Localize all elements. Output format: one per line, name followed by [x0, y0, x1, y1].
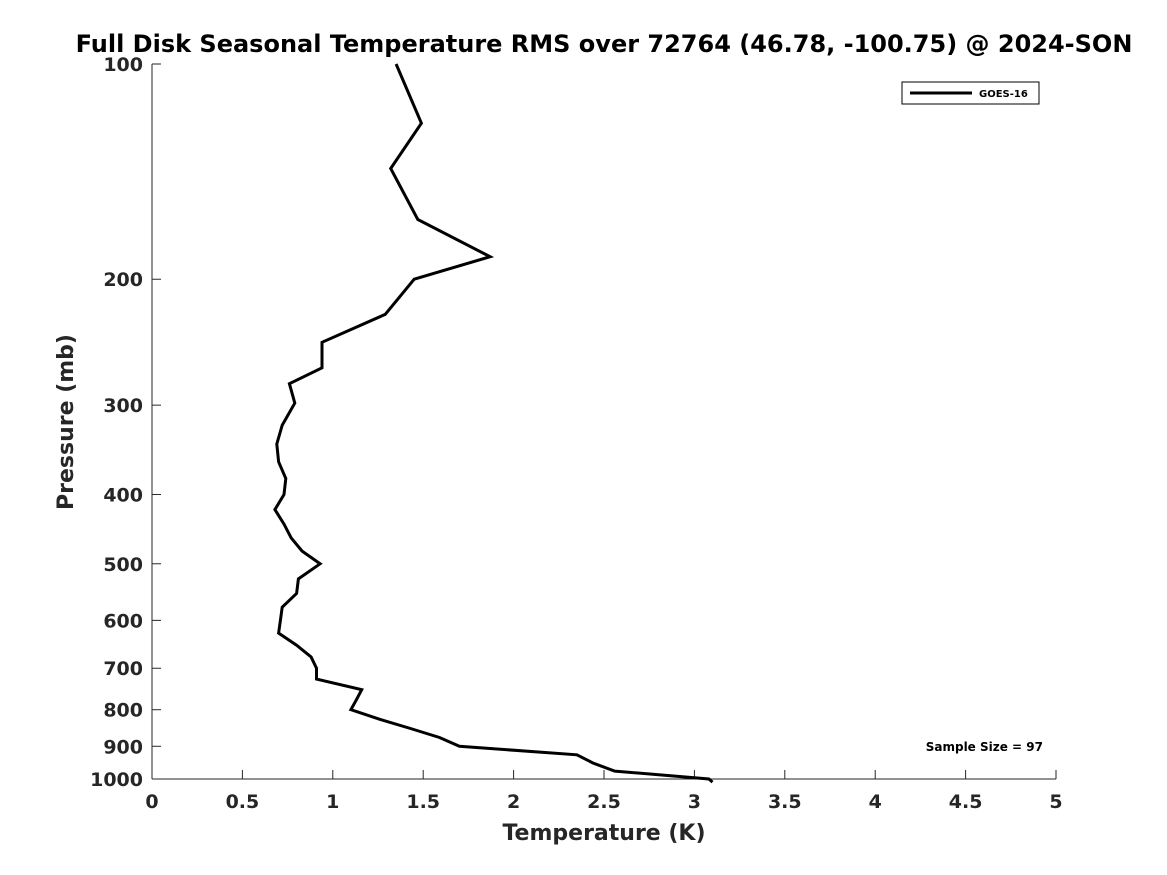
y-tick-label: 1000: [90, 769, 143, 791]
y-tick-label: 200: [103, 269, 143, 291]
y-tick-label: 500: [103, 554, 143, 576]
x-tick-label: 2: [507, 791, 520, 813]
x-tick-label: 1.5: [406, 791, 440, 813]
x-tick-label: 3: [688, 791, 701, 813]
x-tick-label: 4: [869, 791, 882, 813]
chart-title: Full Disk Seasonal Temperature RMS over …: [76, 30, 1133, 58]
y-tick-label: 900: [103, 736, 143, 758]
y-axis-title: Pressure (mb): [54, 334, 79, 510]
y-tick-label: 800: [103, 700, 143, 722]
x-tick-label: 0.5: [226, 791, 260, 813]
x-tick-label: 5: [1049, 791, 1062, 813]
y-ticks: 100 200 300 400 500 600 700 800 900 1000: [90, 54, 161, 791]
x-tick-label: 4.5: [949, 791, 983, 813]
x-tick-label: 0: [145, 791, 158, 813]
series-group: [273, 63, 714, 784]
y-tick-label: 700: [103, 658, 143, 680]
sample-size-annotation: Sample Size = 97: [926, 740, 1043, 754]
x-tick-label: 1: [326, 791, 339, 813]
x-tick-label: 3.5: [768, 791, 802, 813]
y-tick-label: 400: [103, 484, 143, 506]
legend: GOES-16: [901, 81, 1040, 105]
plot-axes: [151, 64, 1056, 780]
y-tick-label: 600: [103, 610, 143, 632]
series-line-goes-16: [273, 63, 714, 784]
y-tick-label: 300: [103, 395, 143, 417]
y-tick-label: 100: [103, 54, 143, 76]
x-tick-label: 2.5: [587, 791, 621, 813]
x-axis-title: Temperature (K): [502, 821, 705, 846]
x-ticks: 0 0.5 1 1.5 2 2.5 3 3.5 4 4.5 5: [145, 770, 1063, 813]
legend-label-goes-16: GOES-16: [979, 89, 1028, 100]
